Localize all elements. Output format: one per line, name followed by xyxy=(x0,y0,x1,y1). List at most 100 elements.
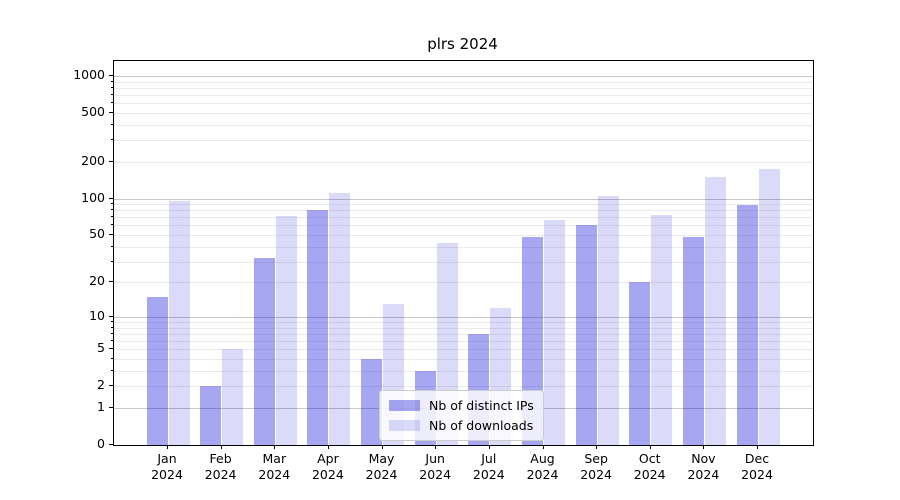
minor-gridline xyxy=(114,322,813,323)
bar-downloads-aug xyxy=(544,220,565,445)
minor-gridline xyxy=(114,282,813,284)
legend-item-distinct-ips: Nb of distinct IPs xyxy=(389,398,534,413)
y-tick-label: 100 xyxy=(81,189,105,205)
legend-label: Nb of distinct IPs xyxy=(429,398,534,413)
minor-gridline xyxy=(114,370,813,372)
minor-gridline xyxy=(114,359,813,360)
x-tick-mark xyxy=(757,445,758,449)
minor-gridline xyxy=(114,95,813,96)
bar-ips-mar xyxy=(253,258,275,445)
x-tick-mark xyxy=(327,445,329,449)
y-minor-tick-mark xyxy=(111,369,113,371)
bar-ips-may xyxy=(361,359,382,445)
bar-downloads-mar xyxy=(275,215,297,445)
x-tick-mark xyxy=(488,445,490,449)
x-tick-mark xyxy=(435,445,437,449)
x-tick-mark xyxy=(274,445,276,449)
x-tick-label-nov: Nov 2024 xyxy=(687,451,720,482)
y-tick-mark xyxy=(109,444,113,445)
minor-gridline xyxy=(114,103,813,105)
x-tick-mark xyxy=(649,445,651,449)
bar-ips-feb xyxy=(200,386,222,445)
y-tick-label: 1 xyxy=(97,399,105,414)
y-tick-mark xyxy=(109,385,113,387)
x-tick-label-jun: Jun 2024 xyxy=(419,451,452,482)
bar-ips-dec xyxy=(736,205,758,445)
bar-downloads-oct xyxy=(651,215,673,445)
y-minor-tick-mark xyxy=(111,102,113,104)
x-tick-label-oct: Oct 2024 xyxy=(633,451,666,482)
y-tick-mark xyxy=(109,197,113,199)
y-tick-label: 0 xyxy=(97,436,105,451)
minor-gridline xyxy=(114,87,813,89)
minor-gridline xyxy=(114,210,813,212)
x-tick-mark xyxy=(167,445,168,449)
y-minor-tick-mark xyxy=(111,209,113,211)
y-minor-tick-mark xyxy=(111,80,113,82)
minor-gridline xyxy=(114,124,813,126)
y-minor-tick-mark xyxy=(111,326,113,328)
minor-gridline xyxy=(114,333,813,335)
minor-gridline xyxy=(114,161,813,163)
x-tick-label-may: May 2024 xyxy=(365,451,398,482)
minor-gridline xyxy=(114,235,813,236)
bar-ips-jan xyxy=(146,296,168,445)
minor-gridline xyxy=(114,112,813,114)
y-tick-label: 200 xyxy=(81,152,105,168)
y-tick-label: 5 xyxy=(97,340,105,356)
y-tick-label: 10 xyxy=(89,307,105,323)
bar-ips-apr xyxy=(307,209,329,445)
y-minor-tick-mark xyxy=(111,86,113,88)
ips-series-swatch xyxy=(389,400,420,411)
bar-ips-oct xyxy=(629,282,651,445)
x-tick-label-aug: Aug 2024 xyxy=(526,451,559,482)
minor-gridline xyxy=(114,204,813,205)
y-minor-tick-mark xyxy=(111,224,113,226)
y-minor-tick-mark xyxy=(111,139,113,141)
legend-label: Nb of downloads xyxy=(429,418,534,433)
bar-downloads-sep xyxy=(597,196,619,445)
minor-gridline xyxy=(114,140,813,142)
y-tick-label: 2 xyxy=(97,377,105,393)
x-tick-label-sep: Sep 2024 xyxy=(580,451,612,482)
x-tick-label-mar: Mar 2024 xyxy=(258,451,291,482)
minor-gridline xyxy=(114,246,813,248)
x-tick-mark xyxy=(596,445,598,449)
y-tick-mark xyxy=(109,281,113,283)
minor-gridline xyxy=(114,341,813,343)
y-minor-tick-mark xyxy=(111,123,113,125)
bar-downloads-feb xyxy=(222,349,244,445)
x-tick-mark xyxy=(542,445,544,449)
y-tick-mark xyxy=(109,315,113,317)
y-minor-tick-mark xyxy=(111,340,113,342)
minor-gridline xyxy=(114,217,813,219)
plot-area xyxy=(113,60,814,446)
legend: Nb of distinct IPs Nb of downloads xyxy=(379,390,544,441)
y-tick-mark xyxy=(109,160,113,162)
y-minor-tick-mark xyxy=(111,216,113,218)
y-tick-label: 50 xyxy=(89,226,105,241)
x-tick-mark xyxy=(381,445,383,449)
x-tick-label-apr: Apr 2024 xyxy=(311,451,344,482)
bar-downloads-dec xyxy=(758,169,780,445)
bar-downloads-nov xyxy=(704,177,726,445)
bar-downloads-jan xyxy=(168,201,190,445)
minor-gridline xyxy=(114,225,813,227)
x-tick-label-dec: Dec 2024 xyxy=(741,451,773,482)
minor-gridline xyxy=(114,81,813,83)
y-tick-label: 500 xyxy=(81,103,105,119)
y-tick-mark xyxy=(109,407,113,408)
downloads-series-swatch xyxy=(389,420,420,431)
y-tick-label: 1000 xyxy=(73,66,105,82)
major-gridline xyxy=(114,75,813,77)
y-minor-tick-mark xyxy=(111,203,113,204)
legend-item-downloads: Nb of downloads xyxy=(389,418,534,433)
major-gridline xyxy=(114,316,813,318)
y-tick-mark xyxy=(109,111,113,113)
x-tick-label-jan: Jan 2024 xyxy=(151,451,183,482)
minor-gridline xyxy=(114,261,813,263)
x-tick-mark xyxy=(220,445,222,449)
y-tick-mark xyxy=(109,74,113,76)
minor-gridline xyxy=(114,386,813,388)
